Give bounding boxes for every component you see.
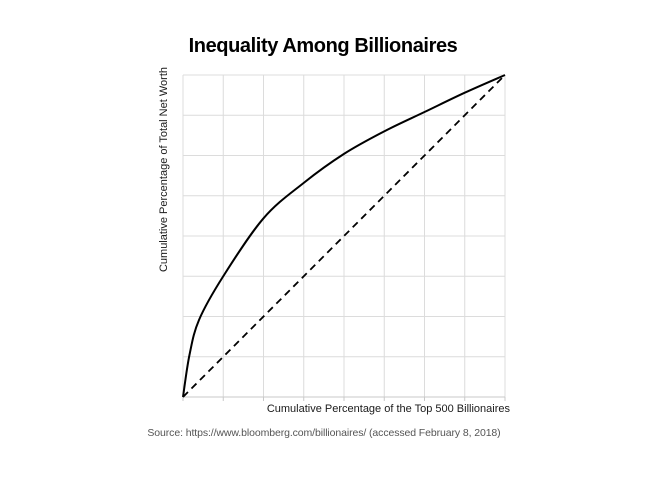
x-axis-title: Cumulative Percentage of the Top 500 Bil… <box>266 403 510 415</box>
chart-title: Inequality Among Billionaires <box>188 35 458 57</box>
y-axis-title: Cumulative Percentage of Total Net Worth <box>158 67 170 273</box>
lorenz-curve-path <box>182 74 506 398</box>
line-of-equality-path <box>182 74 506 398</box>
source-note: Source: https://www.bloomberg.com/billio… <box>147 427 501 439</box>
plot-area <box>182 74 506 401</box>
